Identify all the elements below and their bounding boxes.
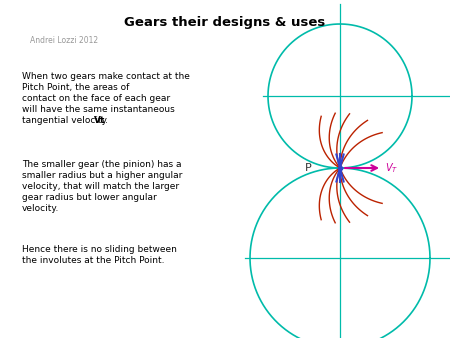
Text: velocity, that will match the larger: velocity, that will match the larger: [22, 182, 179, 191]
Text: velocity.: velocity.: [22, 204, 59, 213]
Text: Gears their designs & uses: Gears their designs & uses: [124, 16, 326, 29]
Text: Hence there is no sliding between: Hence there is no sliding between: [22, 245, 177, 254]
Text: P: P: [305, 163, 312, 173]
Text: smaller radius but a higher angular: smaller radius but a higher angular: [22, 171, 182, 180]
Text: .: .: [105, 116, 108, 125]
Text: Andrei Lozzi 2012: Andrei Lozzi 2012: [30, 36, 98, 45]
Text: gear radius but lower angular: gear radius but lower angular: [22, 193, 157, 202]
Text: Vt: Vt: [94, 116, 105, 125]
Text: Pitch Point, the areas of: Pitch Point, the areas of: [22, 83, 130, 92]
Text: the involutes at the Pitch Point.: the involutes at the Pitch Point.: [22, 256, 165, 265]
Text: will have the same instantaneous: will have the same instantaneous: [22, 105, 175, 114]
Text: The smaller gear (the pinion) has a: The smaller gear (the pinion) has a: [22, 160, 181, 169]
Text: When two gears make contact at the: When two gears make contact at the: [22, 72, 190, 81]
Text: $\it{V}$$_T$: $\it{V}$$_T$: [385, 161, 398, 175]
Text: tangential velocity: tangential velocity: [22, 116, 110, 125]
Text: contact on the face of each gear: contact on the face of each gear: [22, 94, 170, 103]
